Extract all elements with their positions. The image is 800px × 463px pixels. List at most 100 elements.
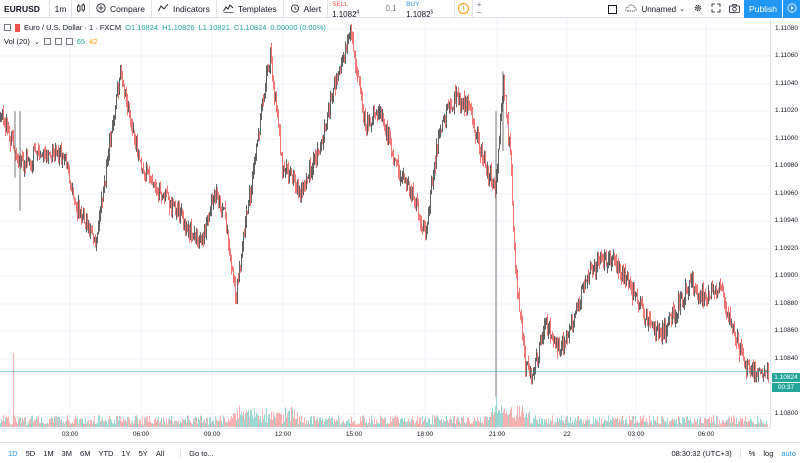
layout-selector[interactable]: Unnamed ⌄ bbox=[621, 0, 689, 18]
time-tick: 06:00 bbox=[697, 431, 715, 438]
volume-bar bbox=[738, 421, 739, 427]
volume-bar bbox=[322, 417, 323, 427]
volume-bar bbox=[747, 422, 748, 427]
volume-bar bbox=[25, 417, 26, 427]
volume-bar bbox=[275, 418, 276, 427]
range-all[interactable]: All bbox=[155, 448, 165, 458]
volume-bar bbox=[646, 418, 647, 427]
info-button[interactable]: i bbox=[455, 0, 474, 18]
alert-button[interactable]: Alert bbox=[284, 0, 329, 18]
templates-label: Templates bbox=[237, 3, 277, 14]
quantity-stepper[interactable]: + − bbox=[473, 0, 485, 18]
volume-bar bbox=[636, 422, 637, 427]
collapse-legend-icon[interactable] bbox=[4, 24, 11, 31]
percent-toggle[interactable]: % bbox=[739, 449, 755, 458]
expand-button[interactable] bbox=[707, 0, 725, 18]
range-1d[interactable]: 1D bbox=[8, 448, 18, 458]
volume-bar bbox=[40, 422, 41, 427]
volume-bar bbox=[179, 424, 180, 427]
volume-bar bbox=[447, 420, 448, 427]
settings-button[interactable] bbox=[689, 0, 707, 18]
time-axis[interactable]: 03:00 06:00 09:00 12:00 15:00 18:00 21:00 22 03:… bbox=[0, 428, 770, 442]
volume-bar bbox=[589, 418, 590, 427]
minus-icon[interactable]: − bbox=[476, 7, 482, 17]
volume-bar bbox=[592, 423, 593, 427]
volume-bar bbox=[672, 418, 673, 427]
volume-bar bbox=[724, 423, 725, 427]
volume-bar bbox=[752, 421, 753, 427]
snapshot-button[interactable] bbox=[725, 0, 744, 18]
publish-button[interactable]: Publish bbox=[744, 0, 782, 18]
volume-bar bbox=[537, 419, 538, 427]
volume-bar bbox=[53, 422, 54, 427]
volume-label[interactable]: Vol (20) bbox=[4, 37, 30, 46]
symbol-search[interactable]: EURUSD bbox=[0, 0, 50, 18]
auto-toggle[interactable]: auto bbox=[781, 449, 796, 458]
volume-bar bbox=[381, 417, 382, 427]
volume-bar bbox=[250, 409, 251, 427]
volume-bar bbox=[625, 419, 626, 427]
range-ytd[interactable]: YTD bbox=[98, 448, 114, 458]
volume-bar bbox=[411, 419, 412, 427]
volume-bar bbox=[458, 417, 459, 427]
visibility-icon[interactable] bbox=[43, 38, 51, 45]
volume-bar bbox=[160, 420, 161, 427]
fullscreen-toggle[interactable] bbox=[604, 0, 621, 18]
volume-bar bbox=[713, 415, 714, 427]
play-button[interactable] bbox=[782, 0, 800, 18]
volume-bar bbox=[42, 421, 43, 427]
log-toggle[interactable]: log bbox=[763, 449, 774, 458]
volume-bar bbox=[667, 417, 668, 427]
volume-bar bbox=[153, 423, 154, 427]
range-6m[interactable]: 6M bbox=[80, 448, 91, 458]
volume-bar bbox=[79, 419, 80, 427]
volume-bar bbox=[399, 423, 400, 427]
volume-bar bbox=[708, 418, 709, 427]
range-5y[interactable]: 5Y bbox=[138, 448, 148, 458]
volume-bar bbox=[319, 417, 320, 427]
volume-bar bbox=[141, 424, 142, 427]
buy-button[interactable]: BUY 1.10825 bbox=[402, 0, 454, 19]
volume-bar bbox=[566, 416, 567, 427]
volume-bar bbox=[188, 416, 189, 427]
volume-bar bbox=[623, 420, 624, 427]
volume-bar bbox=[314, 416, 315, 427]
volume-bar bbox=[120, 416, 121, 427]
price-axis[interactable]: 1.11080 1.11060 1.11040 1.11020 1.11000 1.109… bbox=[770, 19, 800, 428]
volume-bar bbox=[297, 411, 298, 427]
volume-bar bbox=[51, 417, 52, 427]
plus-icon[interactable]: + bbox=[476, 0, 482, 9]
templates-button[interactable]: Templates bbox=[217, 0, 284, 18]
clock[interactable]: 08:30:32 (UTC+3) bbox=[671, 449, 732, 458]
goto-button[interactable]: Go to... bbox=[180, 448, 218, 458]
range-1y[interactable]: 1Y bbox=[121, 448, 131, 458]
volume-bar bbox=[214, 424, 215, 427]
range-5d[interactable]: 5D bbox=[25, 448, 36, 458]
settings-icon[interactable] bbox=[54, 38, 62, 45]
range-1m[interactable]: 1M bbox=[43, 448, 54, 458]
close-icon[interactable] bbox=[65, 38, 73, 45]
volume-bar bbox=[331, 417, 332, 427]
volume-bar bbox=[113, 423, 114, 427]
bar-style-button[interactable] bbox=[72, 0, 90, 18]
volume-bar bbox=[445, 421, 446, 427]
indicators-button[interactable]: Indicators bbox=[152, 0, 217, 18]
sell-button[interactable]: SELL 1.10824 bbox=[328, 0, 380, 19]
volume-bar bbox=[339, 418, 340, 427]
volume-bar bbox=[467, 418, 468, 427]
volume-bar bbox=[267, 422, 268, 427]
volume-bar bbox=[728, 417, 729, 427]
volume-bar bbox=[9, 422, 10, 427]
compare-button[interactable]: Compare bbox=[90, 0, 152, 18]
volume-bar bbox=[465, 423, 466, 427]
interval-selector[interactable]: 1m bbox=[50, 0, 72, 18]
range-3m[interactable]: 3M bbox=[61, 448, 73, 458]
volume-bar bbox=[503, 411, 504, 427]
volume-bar bbox=[373, 424, 374, 427]
price-chart[interactable] bbox=[0, 19, 770, 428]
chevron-down-icon[interactable]: ⌄ bbox=[33, 38, 40, 46]
volume-bar bbox=[407, 421, 408, 427]
volume-bar bbox=[710, 422, 711, 427]
volume-bar bbox=[684, 418, 685, 427]
volume-bar bbox=[343, 420, 344, 427]
